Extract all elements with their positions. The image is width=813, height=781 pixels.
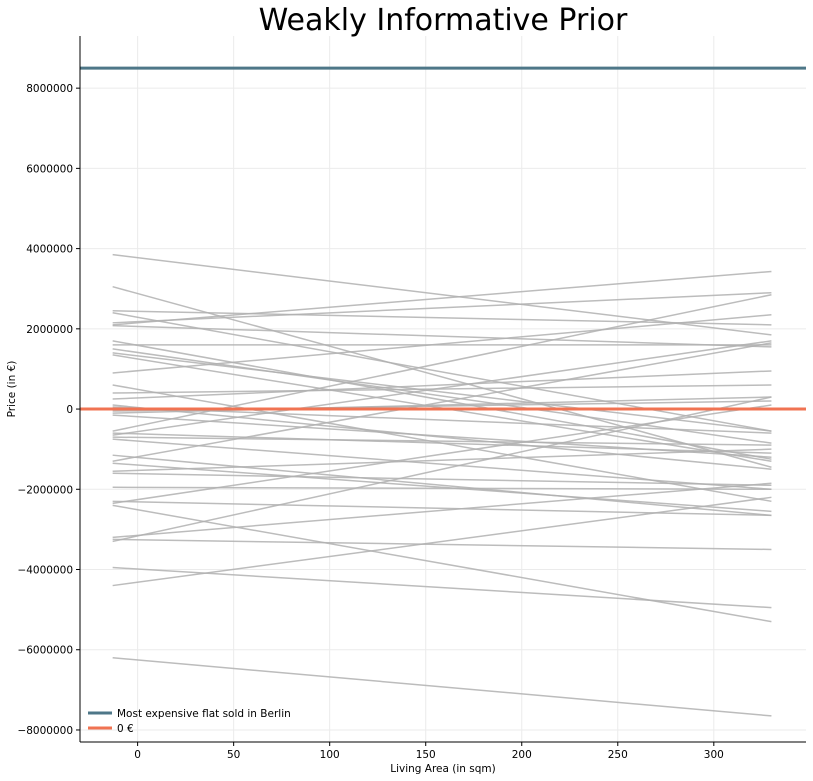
y-tick-label: −8000000 bbox=[17, 725, 73, 737]
prior-sample-line bbox=[112, 253, 772, 336]
prior-sample-line bbox=[112, 324, 772, 348]
legend: Most expensive flat sold in Berlin 0 € bbox=[88, 708, 291, 735]
prior-sample-line bbox=[112, 348, 772, 444]
prior-sample-line bbox=[112, 657, 772, 717]
y-tick-label: −6000000 bbox=[17, 645, 73, 657]
prior-sample-line bbox=[112, 406, 772, 434]
y-tick-label: 6000000 bbox=[26, 163, 73, 175]
legend-label-zero: 0 € bbox=[117, 723, 134, 735]
y-tick-label: 2000000 bbox=[26, 324, 73, 336]
x-tick-label: 250 bbox=[608, 749, 628, 761]
prior-sample-line bbox=[112, 436, 772, 446]
prior-sample-line bbox=[112, 291, 772, 324]
chart-title: Weakly Informative Prior bbox=[259, 3, 628, 38]
prior-sample-line bbox=[112, 310, 772, 326]
prior-sample-line bbox=[112, 285, 772, 468]
y-axis-label: Price (in €) bbox=[6, 361, 18, 418]
prior-sample-line bbox=[112, 496, 772, 587]
ticks: 0 50 100 150 200 250 300 8000000 6000000 4000000 2… bbox=[17, 83, 723, 761]
prior-sample-line bbox=[112, 396, 772, 543]
x-tick-label: 150 bbox=[416, 749, 436, 761]
prior-sample-line bbox=[112, 454, 772, 517]
y-tick-label: 0 bbox=[66, 404, 73, 416]
x-tick-label: 50 bbox=[227, 749, 240, 761]
prior-sample-line bbox=[112, 342, 772, 462]
prior-sample-line bbox=[112, 404, 772, 470]
prior-sample-line bbox=[112, 340, 772, 460]
x-tick-label: 200 bbox=[512, 749, 532, 761]
prior-sample-line bbox=[112, 448, 772, 472]
prior-lines bbox=[112, 253, 772, 717]
prior-sample-line bbox=[112, 482, 772, 539]
x-tick-label: 300 bbox=[704, 749, 724, 761]
reference-lines bbox=[80, 66, 806, 411]
prior-sample-line bbox=[112, 538, 772, 551]
y-tick-label: −4000000 bbox=[17, 565, 73, 577]
x-tick-label: 0 bbox=[134, 749, 141, 761]
x-tick-label: 100 bbox=[320, 749, 340, 761]
prior-sample-line bbox=[112, 352, 772, 432]
axes bbox=[79, 36, 806, 743]
prior-sample-line bbox=[112, 340, 772, 436]
y-tick-label: 4000000 bbox=[26, 244, 73, 256]
y-tick-label: −2000000 bbox=[17, 484, 73, 496]
prior-sample-line bbox=[112, 472, 772, 487]
prior-sample-line bbox=[112, 438, 772, 491]
prior-sample-line bbox=[112, 432, 772, 454]
prior-sample-line bbox=[112, 312, 772, 432]
legend-label-most-expensive: Most expensive flat sold in Berlin bbox=[117, 708, 291, 720]
prior-sample-line bbox=[112, 500, 772, 517]
prior-sample-line bbox=[112, 314, 772, 374]
x-axis-label: Living Area (in sqm) bbox=[390, 763, 496, 775]
prior-sample-line bbox=[112, 462, 772, 513]
y-tick-label: 8000000 bbox=[26, 83, 73, 95]
prior-sample-line bbox=[112, 384, 772, 394]
prior-sample-line bbox=[112, 270, 772, 326]
prior-sample-line bbox=[112, 504, 772, 623]
prior-sample-line bbox=[112, 370, 772, 400]
prior-sample-line bbox=[112, 566, 772, 609]
